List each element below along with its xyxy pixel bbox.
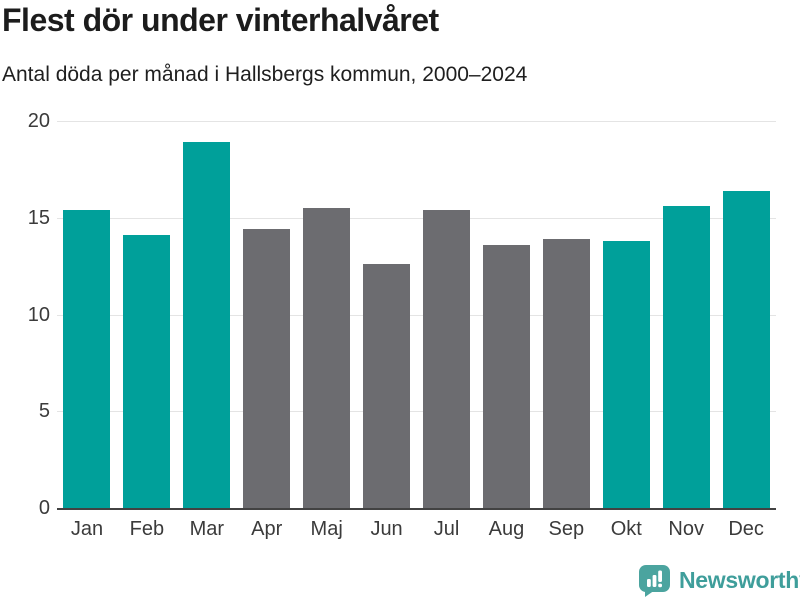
x-tick-label-sep: Sep [548,518,585,540]
bar-slot-okt [596,121,656,508]
gridline-y-10 [57,314,776,316]
x-tick-label-maj: Maj [310,518,343,540]
bar-okt [602,240,650,508]
y-tick-label: 10 [27,303,50,326]
bar-slot-jun [357,121,417,508]
bar-aug [482,244,530,508]
gridline-y-20 [57,121,776,122]
bar-slot-aug [476,121,536,508]
bar-jan [63,210,111,508]
bars-row [57,121,776,508]
bar-dec [722,190,770,508]
x-tick-label-okt: Okt [610,518,642,540]
bar-slot-sep [536,121,596,508]
x-tick-label-feb: Feb [129,518,165,540]
plot-area [57,121,776,510]
bar-slot-feb [117,121,177,508]
bar-nov [662,206,710,508]
x-tick-label-jun: Jun [370,518,403,540]
x-tick-label-dec: Dec [728,518,764,540]
bar-jul [422,210,470,508]
x-tick-label-jan: Jan [70,518,104,540]
bar-apr [243,229,291,508]
y-tick-label: 0 [38,497,50,519]
bar-sep [542,239,590,508]
bar-maj [303,208,351,508]
bar-slot-jan [57,121,117,508]
bar-jun [363,264,411,508]
gridline-y-5 [57,411,776,413]
bar-slot-jul [417,121,477,508]
bar-slot-mar [177,121,237,508]
brand-name: Newsworthy [679,567,800,593]
bar-feb [123,235,171,508]
x-tick-label-mar: Mar [189,518,225,540]
newsworthy-logo-icon [639,565,670,597]
bar-mar [183,142,231,508]
x-axis-labels: Jan Feb Mar Apr Maj Jun Jul Aug Sep Okt Nov Dec [57,518,776,541]
bar-slot-apr [237,121,297,508]
x-tick-label-jul: Jul [433,518,460,540]
x-tick-label-apr: Apr [251,518,283,540]
bar-slot-dec [716,121,776,508]
y-tick-label: 15 [27,206,50,229]
bar-slot-nov [656,121,716,508]
y-tick-label: 5 [38,400,50,423]
x-tick-label-nov: Nov [668,518,704,540]
bar-slot-maj [297,121,357,508]
x-tick-label-aug: Aug [488,518,525,540]
brand-footer: Newsworthy [638,564,800,597]
chart-subtitle: Antal döda per månad i Hallsbergs kommun… [2,63,528,86]
gridline-y-15 [57,217,776,219]
y-tick-label: 20 [27,110,50,132]
chart-title: Flest dör under vinterhalvåret [2,2,439,38]
